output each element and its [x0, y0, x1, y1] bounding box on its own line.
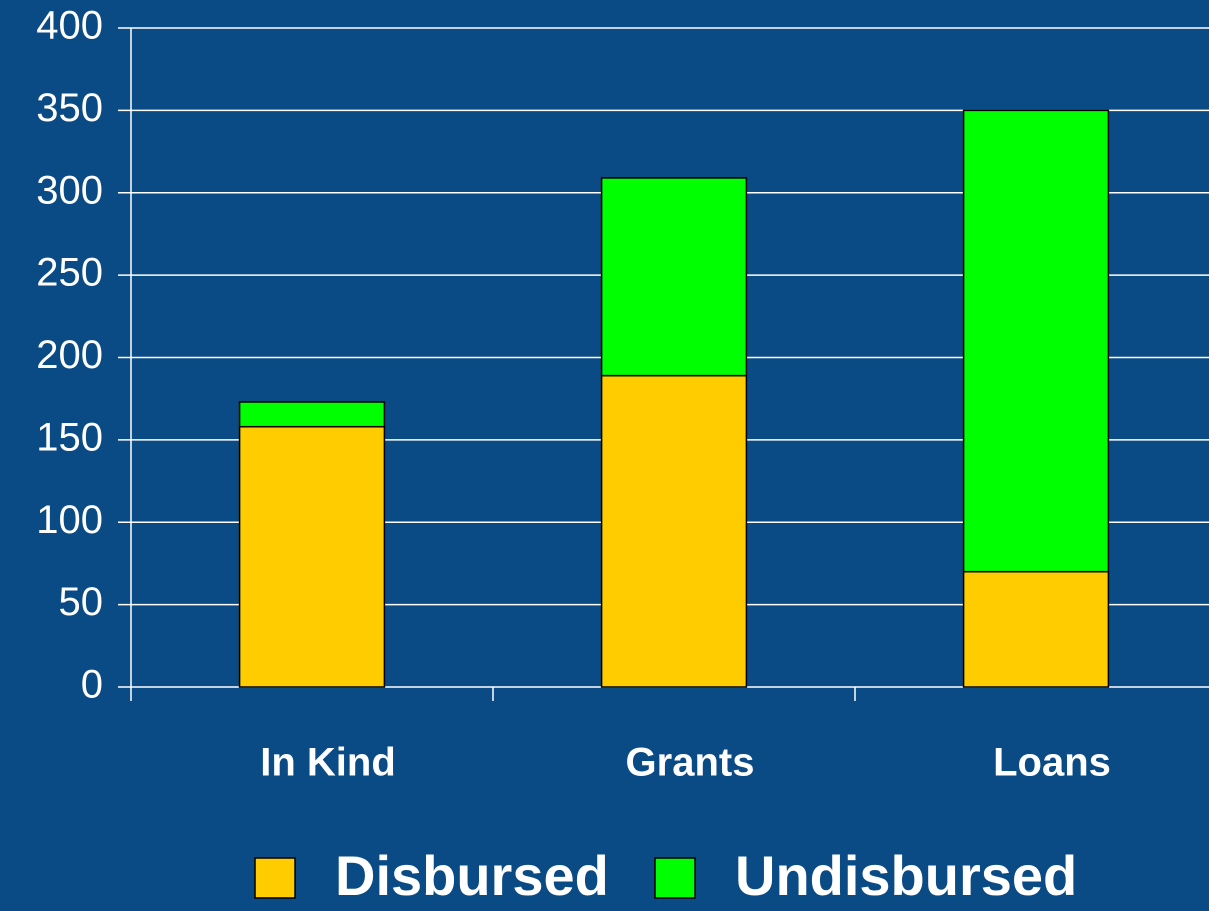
y-tick-label: 100	[36, 498, 103, 542]
bar-segment	[600, 374, 748, 688]
y-tick-label: 350	[36, 86, 103, 130]
x-tick-label: Loans	[993, 741, 1111, 785]
bar-segment	[238, 401, 386, 428]
x-tick-label: Grants	[626, 741, 755, 785]
y-tick-label: 250	[36, 251, 103, 295]
bar-segment	[600, 177, 748, 377]
legend-swatch	[654, 857, 696, 899]
bar-segment	[962, 109, 1110, 573]
y-tick-label: 50	[59, 580, 104, 624]
legend-label: Undisbursed	[735, 844, 1077, 907]
legend-label: Disbursed	[335, 844, 609, 907]
y-tick-label: 0	[81, 663, 103, 707]
y-tick-label: 200	[36, 333, 103, 377]
y-tick-label: 150	[36, 415, 103, 459]
x-tick-label: In Kind	[260, 741, 396, 785]
y-tick-label: 300	[36, 168, 103, 212]
legend-swatch	[254, 857, 296, 899]
y-tick-label: 400	[36, 4, 103, 48]
bar-segment	[962, 570, 1110, 688]
bar-segment	[238, 425, 386, 688]
